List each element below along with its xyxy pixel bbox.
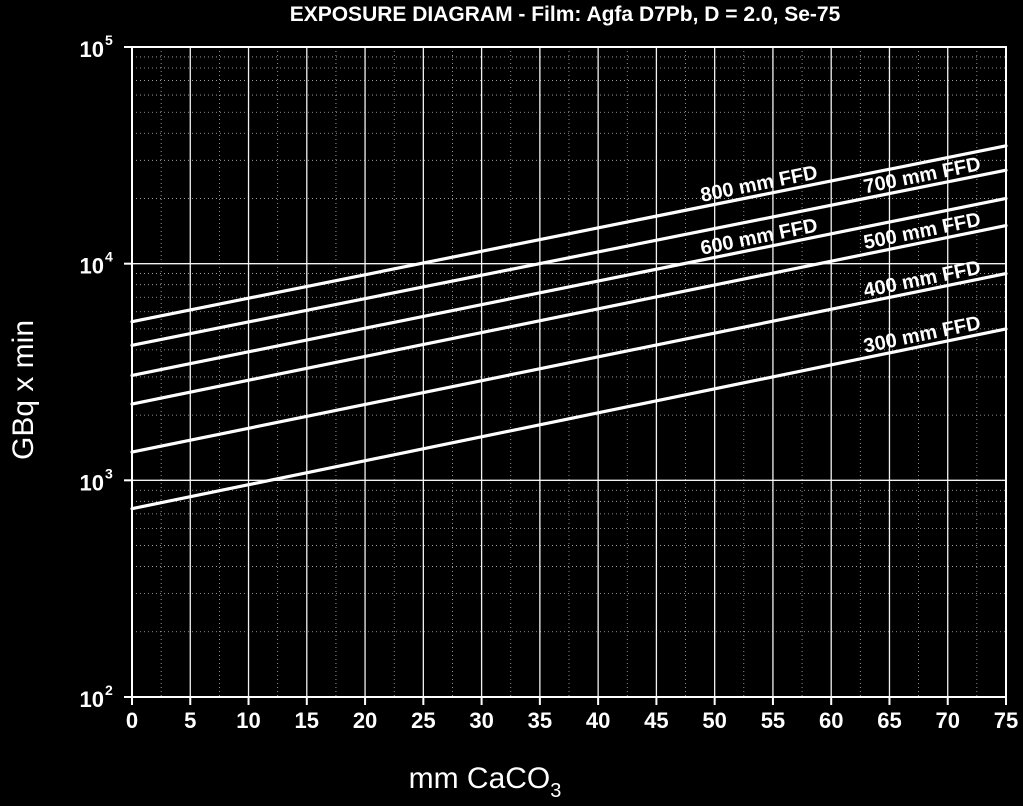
x-tick-label: 75 (994, 708, 1018, 733)
x-tick-label: 20 (353, 708, 377, 733)
y-tick-label-exponent: 5 (105, 32, 113, 48)
y-tick-label-base: 10 (80, 254, 104, 279)
x-axis-label-main: mm CaCO (409, 762, 551, 795)
y-tick-label-base: 10 (80, 687, 104, 712)
x-tick-label: 55 (761, 708, 785, 733)
series-line (130, 327, 1008, 511)
x-tick-label: 65 (877, 708, 901, 733)
y-tick-label-exponent: 3 (105, 465, 113, 481)
x-axis-label: mm CaCO3 (409, 762, 562, 802)
series-line (130, 196, 1008, 378)
series-line (130, 168, 1008, 347)
x-tick-label: 5 (184, 708, 196, 733)
x-tick-label: 10 (236, 708, 260, 733)
x-tick-label: 45 (644, 708, 668, 733)
y-tick-label-base: 10 (80, 470, 104, 495)
grid (131, 47, 1007, 697)
x-tick-label: 40 (586, 708, 610, 733)
x-tick-label: 15 (295, 708, 319, 733)
series-line (130, 271, 1008, 454)
x-tick-label: 70 (935, 708, 959, 733)
x-tick-label: 30 (469, 708, 493, 733)
y-tick-label: 10 (80, 470, 104, 495)
x-tick-label: 60 (819, 708, 843, 733)
y-tick-label: 10 (80, 687, 104, 712)
x-tick-label: 25 (411, 708, 435, 733)
y-tick-label-base: 10 (80, 37, 104, 62)
chart-title: EXPOSURE DIAGRAM - Film: Agfa D7Pb, D = … (290, 3, 841, 26)
y-tick-label-exponent: 4 (105, 249, 113, 265)
y-tick-label: 10 (80, 37, 104, 62)
x-axis-label-subscript: 3 (550, 780, 561, 802)
series-line (130, 223, 1008, 406)
y-tick-label-exponent: 2 (105, 682, 113, 698)
series-line (130, 144, 1008, 324)
x-tick-label: 50 (702, 708, 726, 733)
series-lines (130, 144, 1008, 511)
x-tick-label: 35 (528, 708, 552, 733)
plot-frame (131, 46, 1007, 698)
x-tick-label: 0 (126, 708, 138, 733)
y-axis-label: GBq x min (7, 320, 40, 460)
y-tick-label: 10 (80, 254, 104, 279)
